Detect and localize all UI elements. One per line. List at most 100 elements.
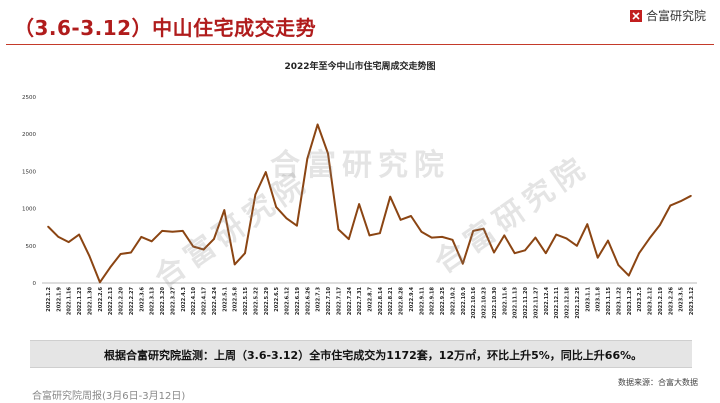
x-tick-label: 2022.1.16 (67, 286, 73, 315)
data-point (140, 236, 143, 238)
x-tick-label: 2022.12.4 (544, 286, 550, 315)
x-tick-label: 2022.4.24 (212, 286, 218, 315)
data-point (534, 236, 537, 239)
x-tick-label: 2022.1.2 (46, 286, 52, 311)
x-tick-label: 2022.9.18 (430, 286, 436, 315)
line-chart: 0 500 1000 1500 2000 2500 2022.1.2 2022.1.9 2022… (22, 95, 697, 319)
x-tick-label: 2022.3.6 (139, 286, 145, 311)
chart-title: 2022年至今中山市住宅周成交走势图 (284, 62, 436, 72)
x-tick-label: 2022.7.24 (347, 286, 353, 315)
data-point (275, 206, 278, 208)
x-tick-label: 2022.9.4 (409, 286, 415, 311)
data-point (565, 237, 568, 240)
data-point (130, 251, 132, 254)
x-tick-label: 2023.2.19 (658, 286, 664, 315)
x-tick-label: 2022.10.16 (471, 286, 477, 318)
data-point (265, 171, 267, 173)
x-tick-label: 2023.3.12 (689, 286, 695, 315)
footer-text: 合富研究院周报(3月6日-3月12日) (32, 391, 186, 402)
data-point (213, 238, 215, 240)
x-tick-label: 2022.8.14 (378, 286, 384, 315)
x-tick-label: 2023.1.22 (616, 286, 622, 315)
x-tick-label: 2022.2.6 (98, 286, 104, 311)
data-point (327, 152, 329, 155)
data-point (119, 253, 122, 255)
data-point (513, 252, 516, 254)
x-tick-label: 2022.5.15 (243, 286, 249, 315)
data-point (503, 234, 506, 237)
data-point (202, 248, 205, 251)
x-tick-label: 2022.9.11 (419, 286, 425, 315)
x-tick-label: 2022.6.5 (274, 286, 280, 311)
data-point (462, 262, 464, 265)
x-tick-label: 2022.10.23 (482, 286, 488, 318)
x-tick-label: 2022.4.17 (202, 286, 208, 315)
x-tick-label: 2022.9.25 (440, 286, 446, 315)
data-point (399, 219, 402, 221)
x-tick-label: 2022.11.20 (523, 286, 529, 318)
data-point (192, 245, 194, 248)
data-point (607, 239, 609, 242)
x-tick-label: 2022.11.27 (533, 286, 539, 318)
data-point (67, 241, 70, 243)
data-point (669, 204, 672, 207)
data-point (410, 215, 412, 217)
x-tick-label: 2022.8.28 (399, 286, 405, 315)
x-tick-label: 2022.10.30 (492, 286, 498, 318)
x-tick-label: 2022.6.19 (295, 286, 301, 315)
x-tick-label: 2022.7.17 (336, 286, 342, 315)
data-point (482, 227, 485, 230)
x-tick-label: 2022.2.13 (108, 286, 114, 315)
data-point (182, 230, 184, 232)
data-point (451, 239, 454, 241)
x-tick-label: 2022.7.31 (357, 286, 363, 315)
x-tick-label: 2023.3.5 (679, 286, 685, 311)
data-point (254, 193, 257, 196)
data-point (306, 158, 309, 160)
brand: 合富研究院 (629, 7, 706, 24)
data-point (348, 238, 350, 240)
data-point (659, 224, 661, 226)
x-tick-label: 2022.12.11 (554, 286, 560, 318)
data-point (617, 264, 620, 266)
data-point (150, 240, 153, 243)
header-divider (6, 44, 714, 45)
x-tick-label: 2022.3.27 (170, 286, 176, 315)
x-tick-label: 2022.5.29 (264, 286, 270, 315)
x-tick-label: 2022.4.3 (181, 286, 187, 311)
data-point (379, 232, 381, 234)
summary-text: 根据合富研究院监测：上周（3.6-3.12）全市住宅成交为1172套，12万㎡，… (104, 349, 643, 362)
data-point (679, 200, 682, 202)
data-point (368, 234, 371, 237)
data-point (576, 245, 578, 247)
x-tick-label: 2022.7.10 (326, 286, 332, 315)
x-tick-label: 2022.6.26 (305, 286, 311, 315)
page-title: （3.6-3.12）中山住宅成交走势 (14, 16, 317, 40)
x-tick-label: 2022.2.27 (129, 286, 135, 315)
brand-name: 合富研究院 (645, 9, 706, 23)
data-point (171, 230, 174, 233)
data-point (389, 195, 392, 198)
data-point (628, 274, 630, 277)
x-tick-label: 2022.5.8 (233, 286, 239, 311)
y-tick-label: 500 (26, 244, 37, 250)
data-point (472, 230, 475, 232)
x-tick-label: 2022.1.23 (77, 286, 83, 315)
data-point (648, 237, 651, 240)
x-tick-label: 2022.1.30 (87, 286, 93, 315)
data-point (296, 224, 298, 227)
x-tick-label: 2022.10.2 (450, 286, 456, 315)
data-point (493, 251, 495, 254)
x-tick-label: 2022.5.22 (253, 286, 259, 315)
data-point (233, 263, 236, 266)
data-source: 数据来源：合富大数据 (618, 378, 698, 387)
x-tick-label: 2022.12.18 (565, 286, 571, 318)
data-point (109, 266, 111, 269)
x-tick-label: 2022.7.3 (316, 286, 322, 311)
x-tick-label: 2023.2.5 (637, 286, 643, 311)
data-point (545, 252, 547, 254)
data-point (638, 252, 640, 254)
data-point (337, 228, 340, 231)
y-tick-label: 0 (33, 281, 37, 287)
data-point (161, 230, 163, 232)
